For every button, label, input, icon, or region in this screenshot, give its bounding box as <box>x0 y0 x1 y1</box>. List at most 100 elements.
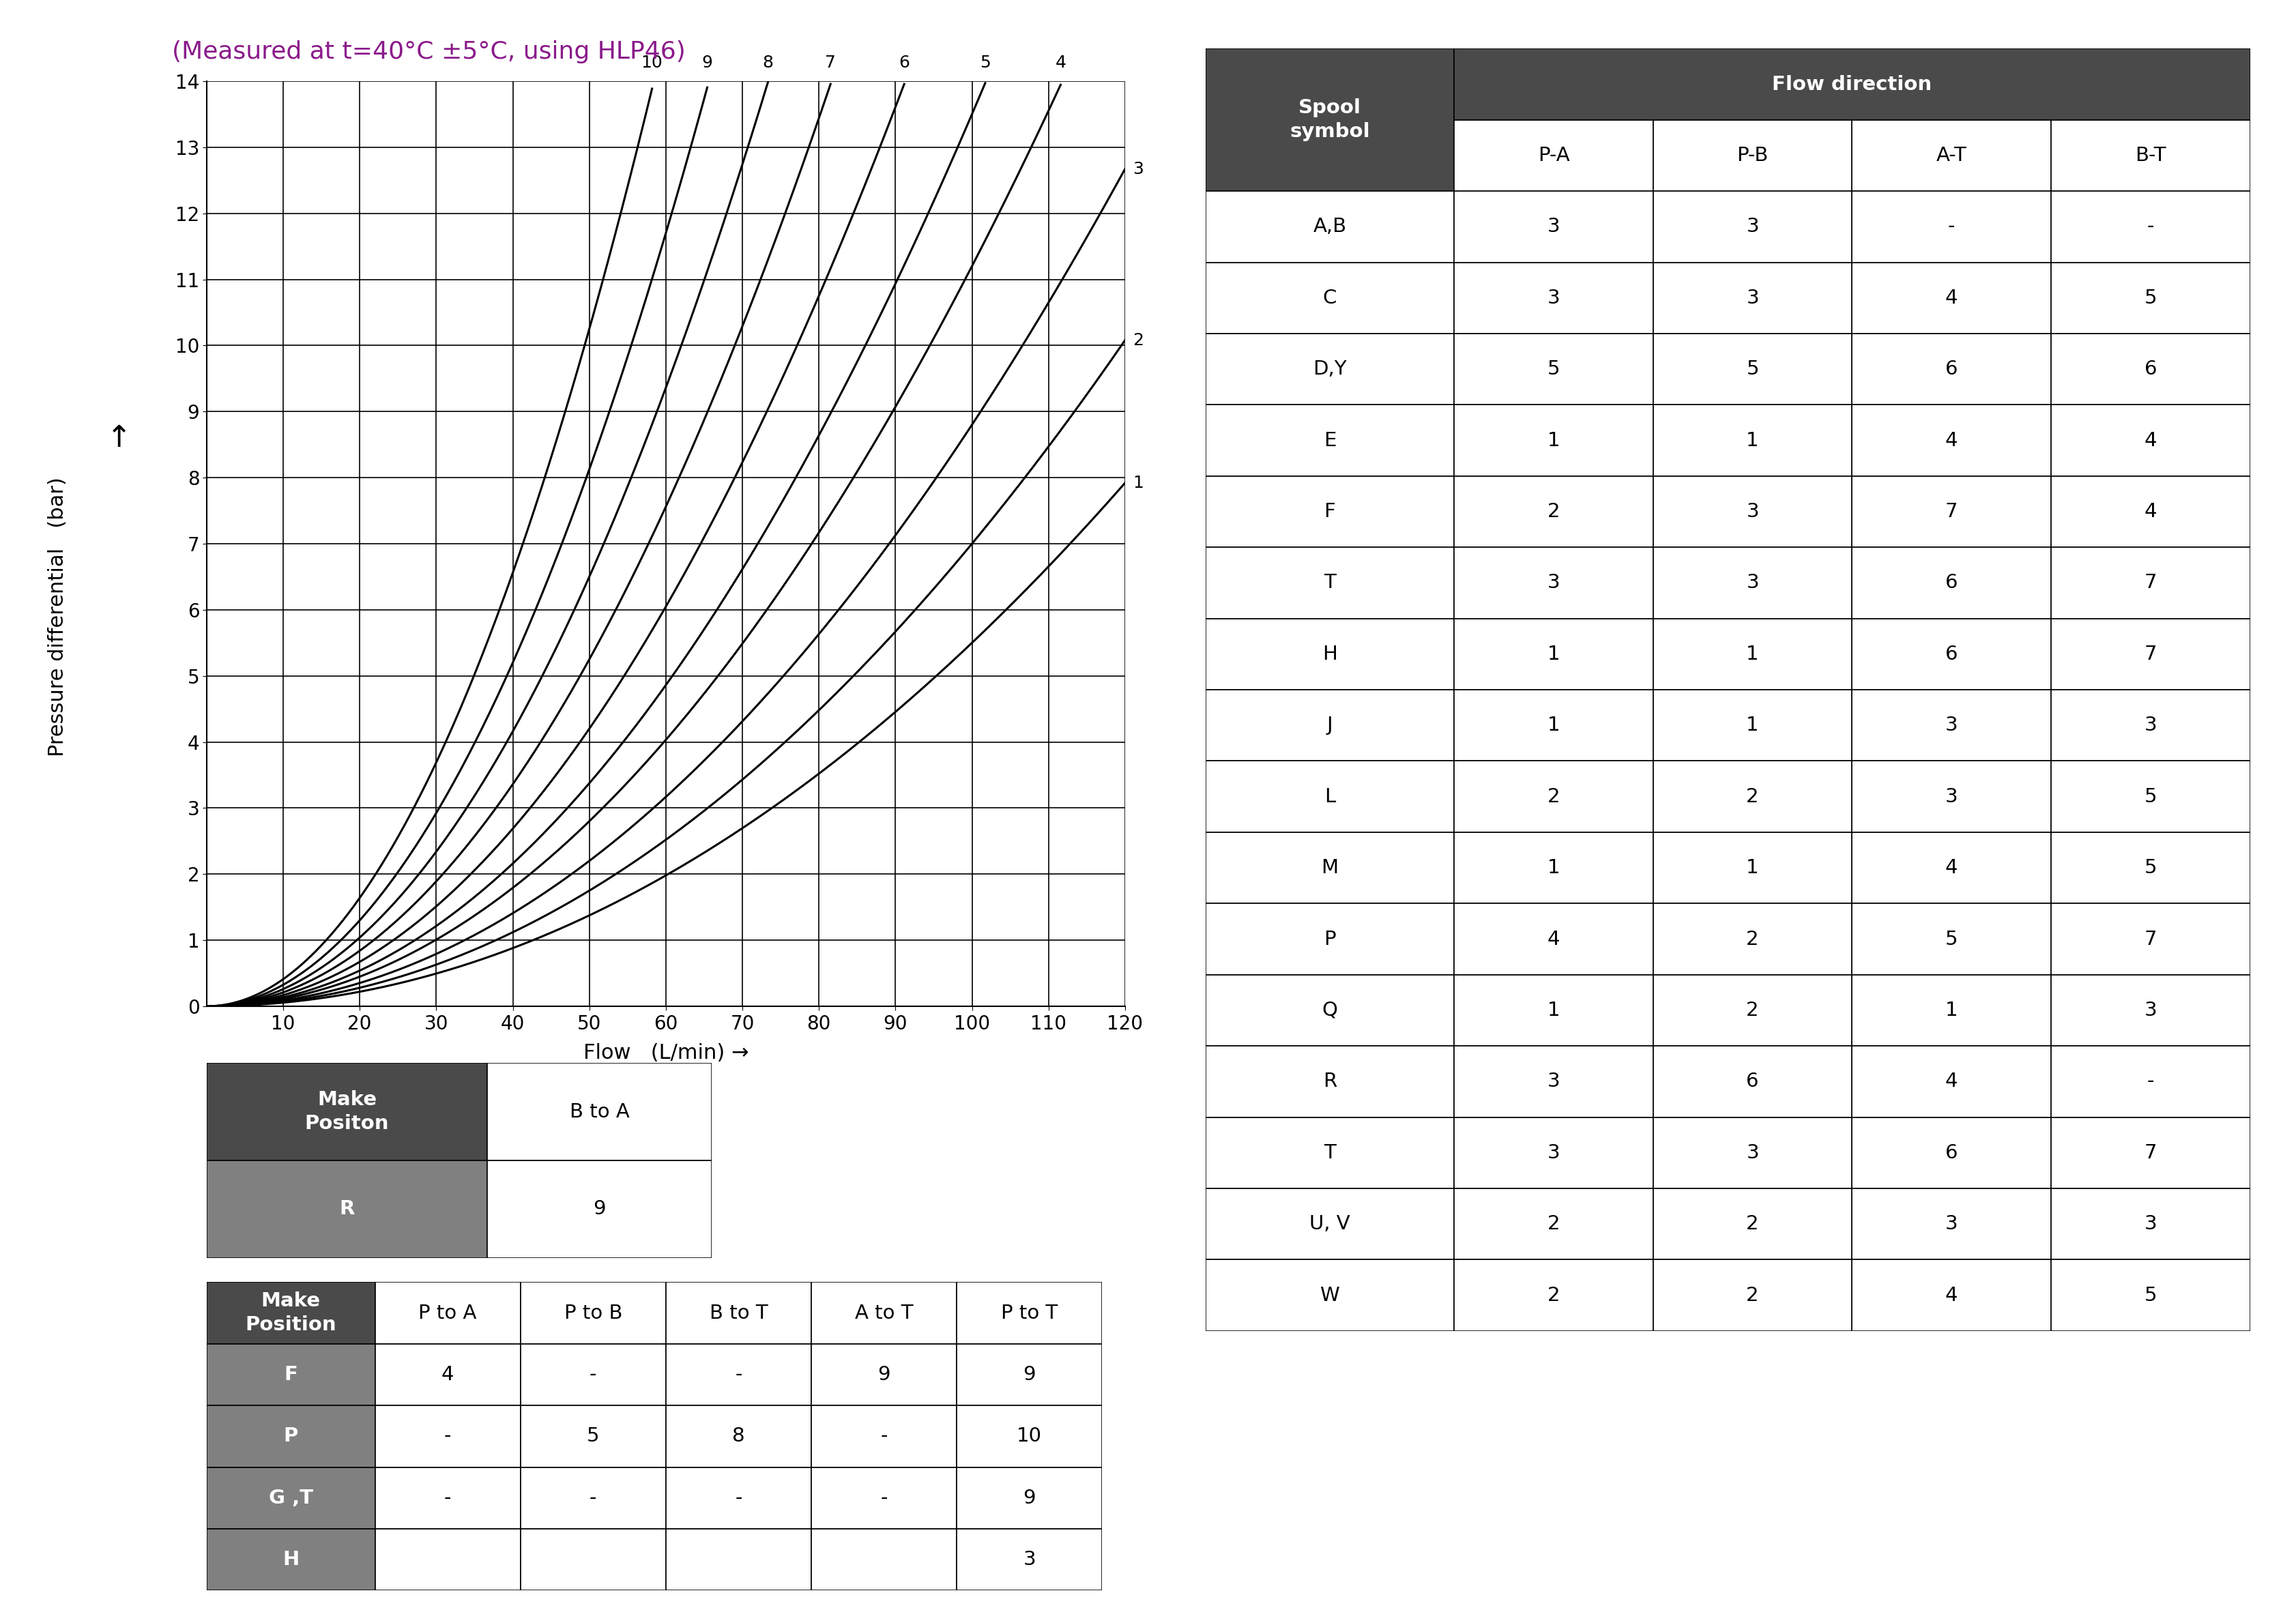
Bar <box>2050 263 2250 334</box>
Bar <box>2050 975 2250 1045</box>
Bar <box>207 1344 374 1406</box>
Text: P to A: P to A <box>418 1303 478 1323</box>
Bar <box>1453 1045 1653 1117</box>
Text: 3: 3 <box>2144 1214 2156 1233</box>
Bar <box>1853 1188 2050 1259</box>
Bar <box>1453 618 1653 690</box>
Text: 4: 4 <box>1945 859 1958 878</box>
Bar <box>1453 547 1653 618</box>
Text: T: T <box>1325 573 1336 592</box>
Bar <box>2050 1259 2250 1331</box>
Text: P: P <box>282 1427 298 1446</box>
Bar <box>1453 1117 1653 1188</box>
Bar <box>487 1160 712 1258</box>
Text: 9: 9 <box>877 1365 891 1384</box>
Text: 2: 2 <box>1747 930 1759 948</box>
Bar <box>810 1467 957 1529</box>
Text: 1: 1 <box>1945 1001 1958 1019</box>
Text: 2: 2 <box>1747 787 1759 807</box>
Bar <box>1653 547 1853 618</box>
Text: 2: 2 <box>1747 1214 1759 1233</box>
Text: 3: 3 <box>1945 787 1958 807</box>
Text: E: E <box>1322 432 1336 450</box>
Text: 3: 3 <box>1024 1550 1035 1569</box>
Text: 7: 7 <box>2144 1143 2156 1162</box>
Bar <box>1453 404 1653 476</box>
Bar <box>1205 334 1453 404</box>
Text: 6: 6 <box>2144 360 2156 378</box>
Text: 1: 1 <box>1747 644 1759 664</box>
Bar <box>1853 618 2050 690</box>
Text: B-T: B-T <box>2135 146 2165 166</box>
Bar <box>957 1344 1102 1406</box>
Bar <box>810 1282 957 1344</box>
Text: 2: 2 <box>1548 787 1559 807</box>
Bar <box>1453 975 1653 1045</box>
Text: 5: 5 <box>2144 787 2156 807</box>
Bar <box>207 1282 374 1344</box>
Text: -: - <box>735 1365 742 1384</box>
Bar <box>1853 120 2050 192</box>
Bar <box>666 1344 810 1406</box>
Bar <box>1453 761 1653 833</box>
Bar <box>1653 263 1853 334</box>
Bar <box>1205 833 1453 904</box>
Text: L: L <box>1325 787 1336 807</box>
Bar <box>2050 1045 2250 1117</box>
Bar <box>207 1406 374 1467</box>
Bar <box>1853 334 2050 404</box>
Text: P to B: P to B <box>565 1303 622 1323</box>
Bar <box>207 1529 374 1591</box>
Text: 5: 5 <box>1747 360 1759 378</box>
Bar <box>521 1344 666 1406</box>
Bar <box>1453 192 1653 263</box>
Bar <box>1205 263 1453 334</box>
Bar <box>374 1406 521 1467</box>
Bar <box>810 1344 957 1406</box>
Bar <box>1853 263 2050 334</box>
Bar <box>810 1406 957 1467</box>
Text: -: - <box>879 1427 889 1446</box>
Bar <box>666 1467 810 1529</box>
Text: 7: 7 <box>1945 502 1958 521</box>
Bar <box>1205 192 1453 263</box>
Text: P-A: P-A <box>1538 146 1570 166</box>
Bar <box>1653 690 1853 761</box>
Text: Make
Position: Make Position <box>246 1292 338 1334</box>
Text: -: - <box>443 1427 452 1446</box>
Text: 5: 5 <box>980 55 990 71</box>
Text: 4: 4 <box>1945 432 1958 450</box>
Text: B to A: B to A <box>569 1102 629 1121</box>
Text: U, V: U, V <box>1309 1214 1350 1233</box>
Text: R: R <box>1322 1073 1336 1091</box>
Text: P-B: P-B <box>1736 146 1768 166</box>
Bar <box>1653 975 1853 1045</box>
Bar <box>1853 833 2050 904</box>
Bar <box>1653 1188 1853 1259</box>
Bar <box>521 1467 666 1529</box>
Bar <box>810 1529 957 1591</box>
Text: 3: 3 <box>1747 289 1759 307</box>
Bar <box>1205 690 1453 761</box>
Bar <box>1453 49 2250 120</box>
Text: 4: 4 <box>1548 930 1559 948</box>
Text: 4: 4 <box>2144 502 2156 521</box>
Text: -: - <box>879 1488 889 1508</box>
Bar <box>2050 192 2250 263</box>
Text: 3: 3 <box>1747 502 1759 521</box>
Text: 8: 8 <box>732 1427 744 1446</box>
Text: A,B: A,B <box>1313 217 1345 237</box>
Text: 3: 3 <box>1548 1143 1559 1162</box>
Bar <box>666 1282 810 1344</box>
Text: 4: 4 <box>1945 1285 1958 1305</box>
Bar <box>374 1344 521 1406</box>
Bar <box>374 1529 521 1591</box>
Bar <box>487 1063 712 1160</box>
Bar <box>1653 1259 1853 1331</box>
Text: 3: 3 <box>1548 573 1559 592</box>
Bar <box>2050 404 2250 476</box>
Text: 8: 8 <box>762 55 774 71</box>
Text: 5: 5 <box>1945 930 1958 948</box>
Bar <box>2050 690 2250 761</box>
Text: 3: 3 <box>2144 716 2156 735</box>
